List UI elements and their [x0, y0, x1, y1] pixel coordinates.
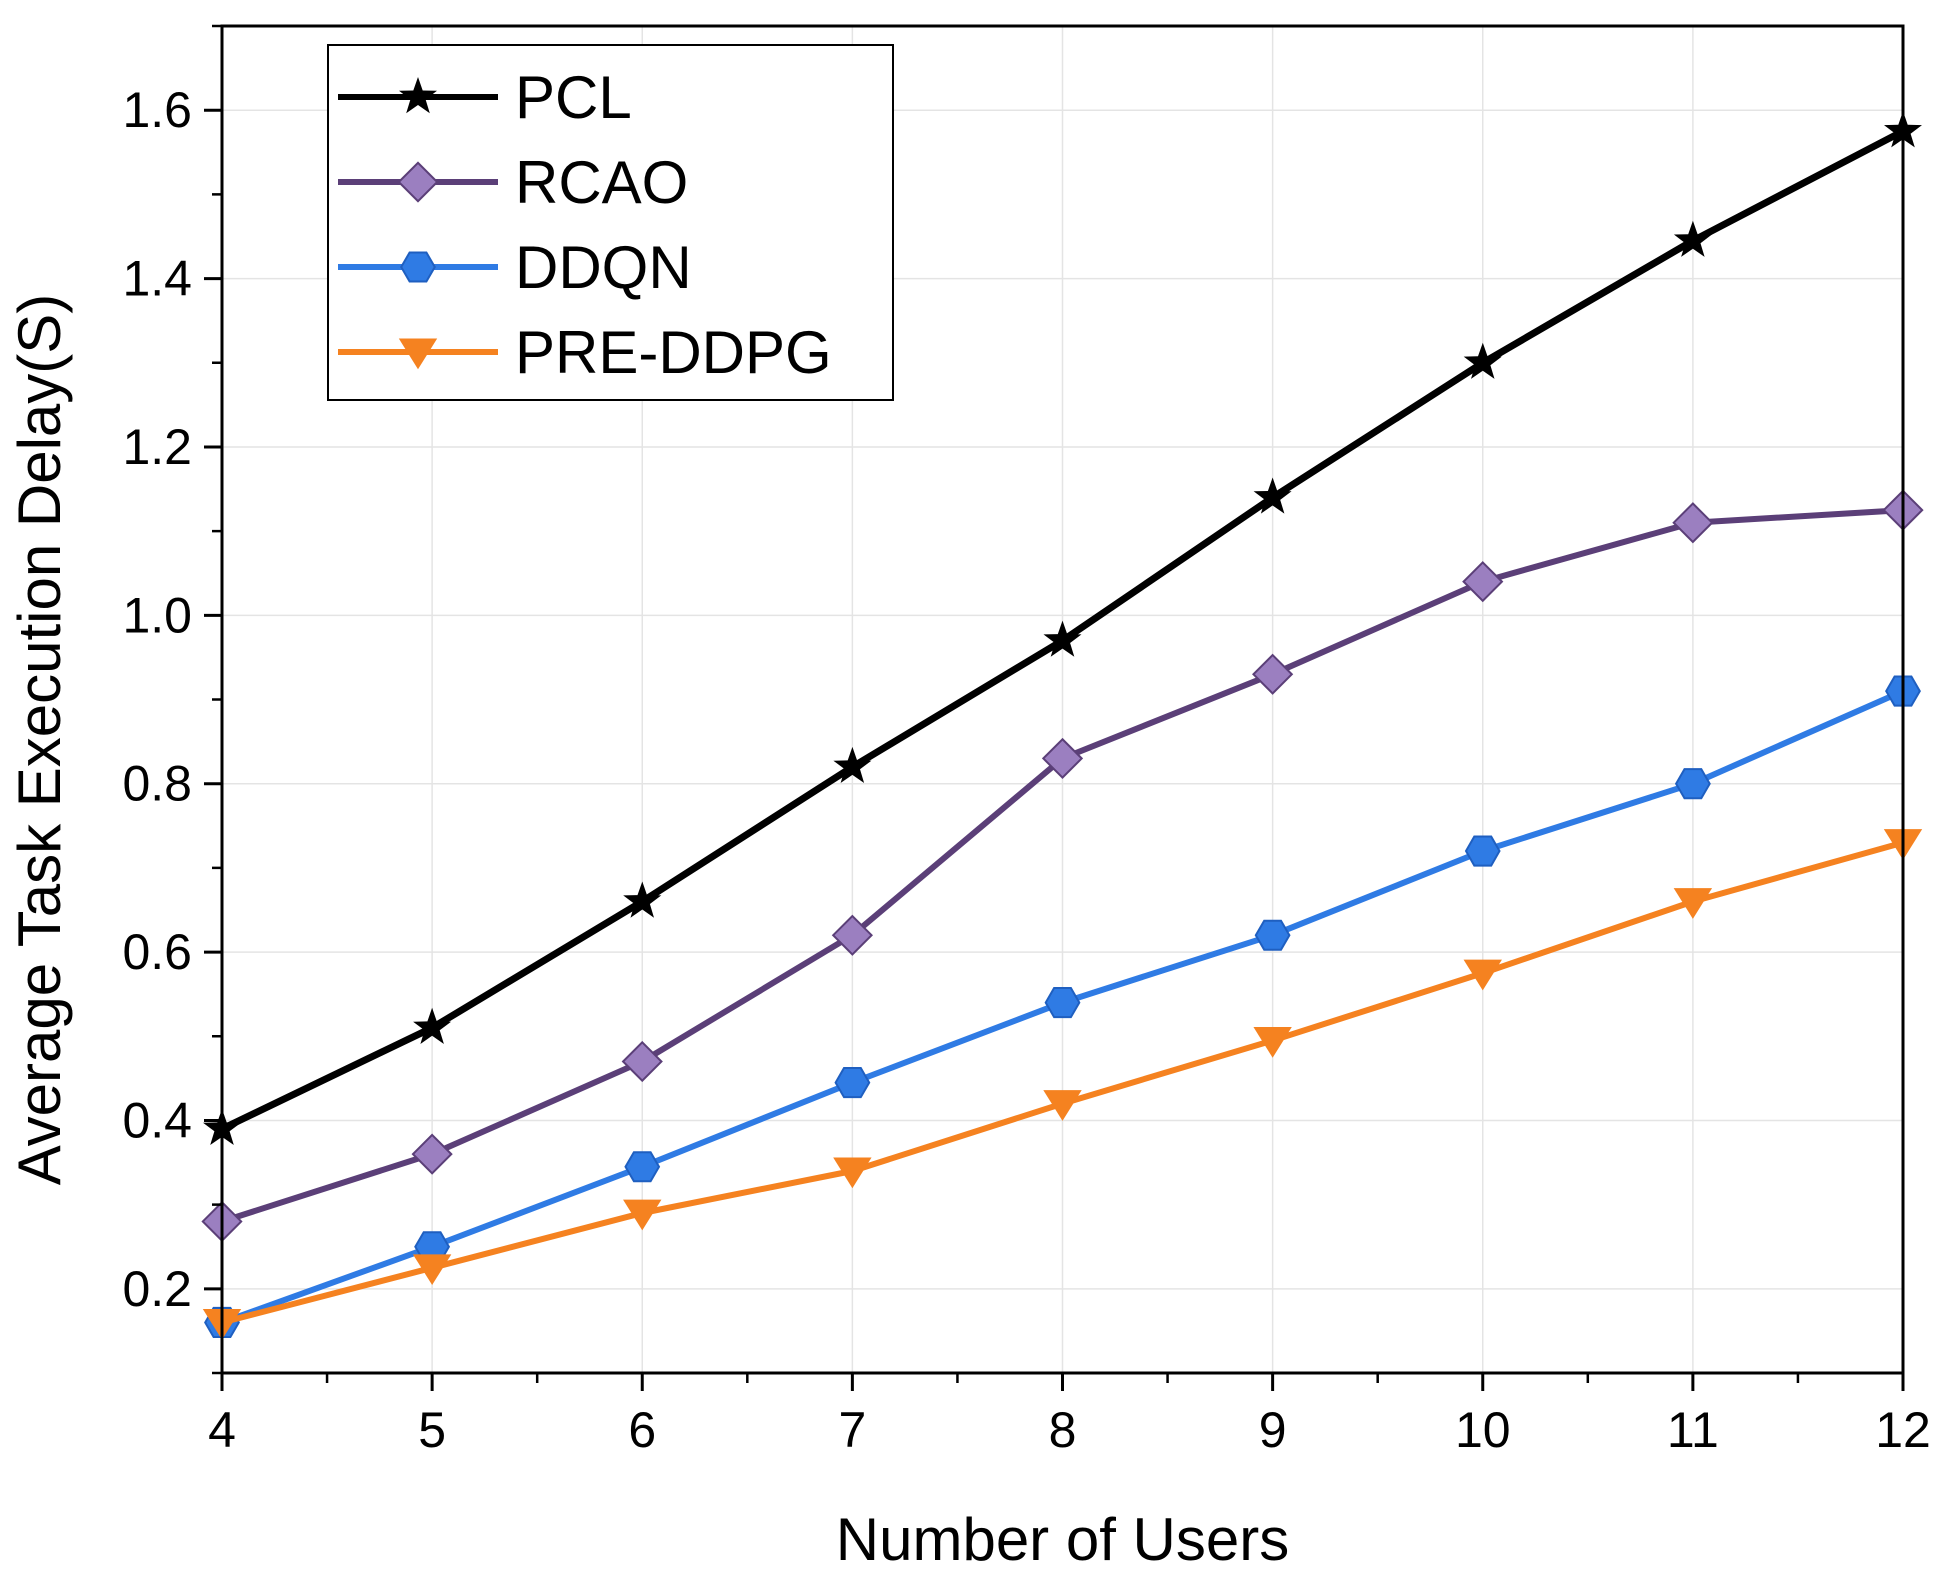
y-tick-label: 0.4: [122, 1092, 192, 1148]
legend-item: DDQN: [338, 234, 692, 301]
data-point-rcao: [411, 1133, 453, 1175]
x-tick-label: 11: [1667, 1402, 1719, 1458]
legend-item: PRE-DDPG: [338, 319, 832, 386]
legend-marker: [399, 77, 437, 114]
legend-label: RCAO: [515, 149, 688, 216]
data-point-pcl: [1463, 342, 1502, 379]
data-point-pcl: [1253, 477, 1292, 514]
data-point-ddqn: [1044, 987, 1081, 1019]
x-tick-label: 6: [628, 1402, 656, 1458]
y-tick-label: 0.8: [122, 756, 192, 812]
legend-label: PRE-DDPG: [515, 319, 832, 386]
data-point-pcl: [1043, 620, 1082, 657]
x-tick-label: 8: [1049, 1402, 1077, 1458]
data-point-pcl: [833, 746, 872, 783]
data-point-rcao: [621, 1040, 663, 1083]
y-axis: 0.2 0.4 0.6 0.8 1.0 1.2 1.4 1.6: [122, 24, 222, 1375]
data-point-pre-ddpg: [412, 1254, 452, 1286]
y-tick-label: 1.2: [122, 419, 192, 475]
data-point-rcao: [1041, 737, 1084, 780]
data-point-pre-ddpg: [1673, 888, 1713, 919]
x-axis: 4 5 6 7 8 9 10 11 12: [208, 1373, 1931, 1458]
x-tick-label: 5: [418, 1402, 446, 1458]
y-tick-label: 1.0: [122, 587, 192, 643]
data-point-pcl: [623, 881, 662, 918]
data-point-pre-ddpg: [1463, 959, 1502, 991]
y-tick-label: 0.6: [122, 924, 192, 980]
x-tick-label: 4: [208, 1402, 236, 1458]
legend-label: PCL: [515, 64, 632, 131]
x-tick-label: 7: [838, 1402, 866, 1458]
data-point-pre-ddpg: [1043, 1090, 1082, 1121]
data-point-ddqn: [624, 1151, 661, 1183]
x-tick-label: 10: [1455, 1402, 1511, 1458]
data-point-ddqn: [1464, 835, 1501, 867]
legend-marker: [400, 251, 436, 283]
data-point-rcao: [1462, 561, 1504, 603]
x-tick-label: 9: [1259, 1402, 1287, 1458]
x-axis-title: Number of Users: [836, 1506, 1289, 1573]
legend-item: RCAO: [338, 149, 688, 216]
legend-item: PCL: [338, 64, 632, 131]
data-point-ddqn: [834, 1067, 871, 1099]
y-tick-label: 1.6: [122, 82, 192, 138]
data-point-pcl: [413, 1007, 452, 1044]
x-tick-label: 12: [1875, 1402, 1931, 1458]
series-ddqn: [204, 675, 1921, 1338]
legend-marker: [397, 161, 439, 203]
data-point-ddqn: [1254, 919, 1291, 951]
data-point-rcao: [1252, 653, 1294, 695]
data-point-pcl: [1673, 220, 1712, 257]
data-point-pre-ddpg: [623, 1199, 662, 1231]
legend-label: DDQN: [515, 234, 692, 301]
y-tick-label: 1.4: [122, 251, 192, 307]
legend-marker: [398, 338, 438, 370]
data-point-ddqn: [1674, 768, 1711, 800]
y-tick-label: 0.2: [122, 1261, 192, 1317]
legend: PCL RCAO DDQN PRE-DDPG: [327, 44, 894, 401]
data-point-rcao: [831, 914, 873, 956]
data-point-rcao: [1672, 502, 1714, 544]
series-pre-ddpg: [202, 829, 1923, 1340]
y-axis-title: Average Task Execution Delay(S): [6, 294, 73, 1186]
data-point-pre-ddpg: [1253, 1027, 1292, 1058]
data-point-pre-ddpg: [833, 1157, 872, 1189]
